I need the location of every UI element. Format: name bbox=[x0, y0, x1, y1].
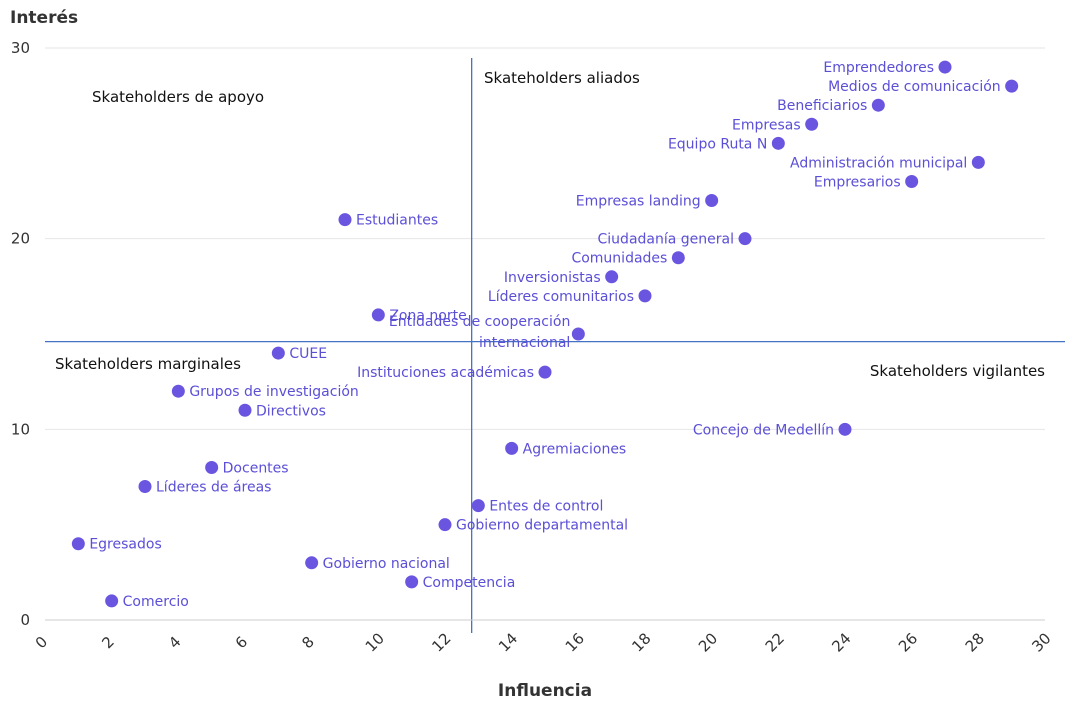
data-point bbox=[705, 194, 719, 208]
point-label: Entes de control bbox=[489, 499, 603, 515]
data-point bbox=[871, 98, 885, 112]
point-label: Zona norte bbox=[389, 308, 466, 324]
data-point bbox=[371, 308, 385, 322]
point-label: Medios de comunicación bbox=[828, 79, 1001, 95]
data-point bbox=[338, 213, 352, 227]
x-tick-label: 2 bbox=[98, 633, 117, 652]
y-tick-label: 10 bbox=[11, 420, 30, 438]
data-point bbox=[305, 556, 319, 570]
data-point bbox=[1005, 79, 1019, 93]
data-point bbox=[738, 232, 752, 246]
point-label: Agremiaciones bbox=[523, 441, 627, 457]
x-tick-label: 22 bbox=[762, 629, 788, 655]
point-label: Gobierno departamental bbox=[456, 518, 628, 534]
data-point bbox=[138, 480, 152, 494]
data-point bbox=[171, 384, 185, 398]
quadrant-label-vigilantes: Skateholders vigilantes bbox=[870, 362, 1045, 380]
point-label: Equipo Ruta N bbox=[668, 136, 767, 152]
x-tick-label: 30 bbox=[1028, 629, 1054, 655]
data-point bbox=[571, 327, 585, 341]
data-point bbox=[905, 174, 919, 188]
quadrant-label-apoyo: Skateholders de apoyo bbox=[92, 88, 264, 106]
data-point bbox=[538, 365, 552, 379]
point-label: Líderes de áreas bbox=[156, 480, 271, 496]
data-point bbox=[405, 575, 419, 589]
point-label: internacional bbox=[479, 335, 570, 351]
point-label: Comercio bbox=[123, 594, 189, 610]
point-label: Instituciones académicas bbox=[357, 365, 534, 381]
x-tick-label: 12 bbox=[428, 629, 454, 655]
data-points: Emprendedores Medios de comunicación Benef… bbox=[71, 60, 1019, 610]
x-tick-label: 10 bbox=[362, 629, 388, 655]
point-label: Comunidades bbox=[571, 251, 667, 267]
point-label: Empresas bbox=[732, 117, 801, 133]
data-point bbox=[105, 594, 119, 608]
point-label: Grupos de investigación bbox=[189, 384, 358, 400]
quadrant-label-marginales: Skateholders marginales bbox=[55, 355, 241, 373]
x-tick-label: 20 bbox=[695, 629, 721, 655]
point-label: Concejo de Medellín bbox=[693, 422, 834, 438]
data-point bbox=[938, 60, 952, 74]
data-point bbox=[671, 251, 685, 265]
x-tick-label: 26 bbox=[895, 629, 921, 655]
point-label: Competencia bbox=[423, 575, 516, 591]
data-point bbox=[471, 499, 485, 513]
quadrant-dividers bbox=[45, 58, 1065, 633]
point-label: Gobierno nacional bbox=[323, 556, 450, 572]
point-label: Administración municipal bbox=[790, 155, 967, 171]
point-label: Docentes bbox=[223, 460, 289, 476]
x-tick-label: 4 bbox=[165, 633, 184, 652]
x-tick-label: 8 bbox=[298, 633, 317, 652]
point-label: Emprendedores bbox=[823, 60, 934, 76]
point-label: Empresarios bbox=[814, 174, 901, 190]
y-tick-label: 0 bbox=[20, 611, 30, 629]
data-point bbox=[971, 155, 985, 169]
y-tick-label: 20 bbox=[11, 230, 30, 248]
data-point bbox=[238, 403, 252, 417]
quadrant-labels: Skateholders de apoyo Skateholders aliado… bbox=[55, 69, 1045, 380]
x-tick-label: 18 bbox=[628, 629, 654, 655]
data-point bbox=[638, 289, 652, 303]
data-point bbox=[205, 460, 219, 474]
data-point bbox=[771, 136, 785, 150]
point-label: Inversionistas bbox=[504, 270, 601, 286]
point-label: Empresas landing bbox=[576, 194, 701, 210]
data-point bbox=[505, 441, 519, 455]
grid-layer bbox=[45, 47, 1045, 621]
quadrant-label-aliados: Skateholders aliados bbox=[484, 69, 640, 87]
point-label: Beneficiarios bbox=[777, 98, 867, 114]
x-tick-label: 14 bbox=[495, 629, 521, 655]
point-label: CUEE bbox=[289, 346, 327, 362]
data-point bbox=[838, 422, 852, 436]
x-axis-title: Influencia bbox=[498, 681, 592, 701]
point-label: Egresados bbox=[89, 537, 161, 553]
data-point bbox=[605, 270, 619, 284]
point-label: Estudiantes bbox=[356, 213, 438, 229]
data-point bbox=[438, 518, 452, 532]
x-tick-label: 0 bbox=[32, 633, 51, 652]
x-tick-label: 24 bbox=[828, 629, 854, 655]
data-point bbox=[805, 117, 819, 131]
point-label: Ciudadanía general bbox=[598, 232, 734, 248]
y-axis-title: Interés bbox=[10, 8, 78, 28]
data-point bbox=[271, 346, 285, 360]
point-label: Entidades de cooperación bbox=[389, 314, 570, 330]
x-tick-label: 6 bbox=[232, 633, 251, 652]
point-label: Líderes comunitarios bbox=[488, 289, 634, 305]
data-point bbox=[71, 537, 85, 551]
x-tick-label: 28 bbox=[962, 629, 988, 655]
point-label: Directivos bbox=[256, 403, 326, 419]
y-tick-label: 30 bbox=[11, 39, 30, 57]
x-tick-label: 16 bbox=[562, 629, 588, 655]
